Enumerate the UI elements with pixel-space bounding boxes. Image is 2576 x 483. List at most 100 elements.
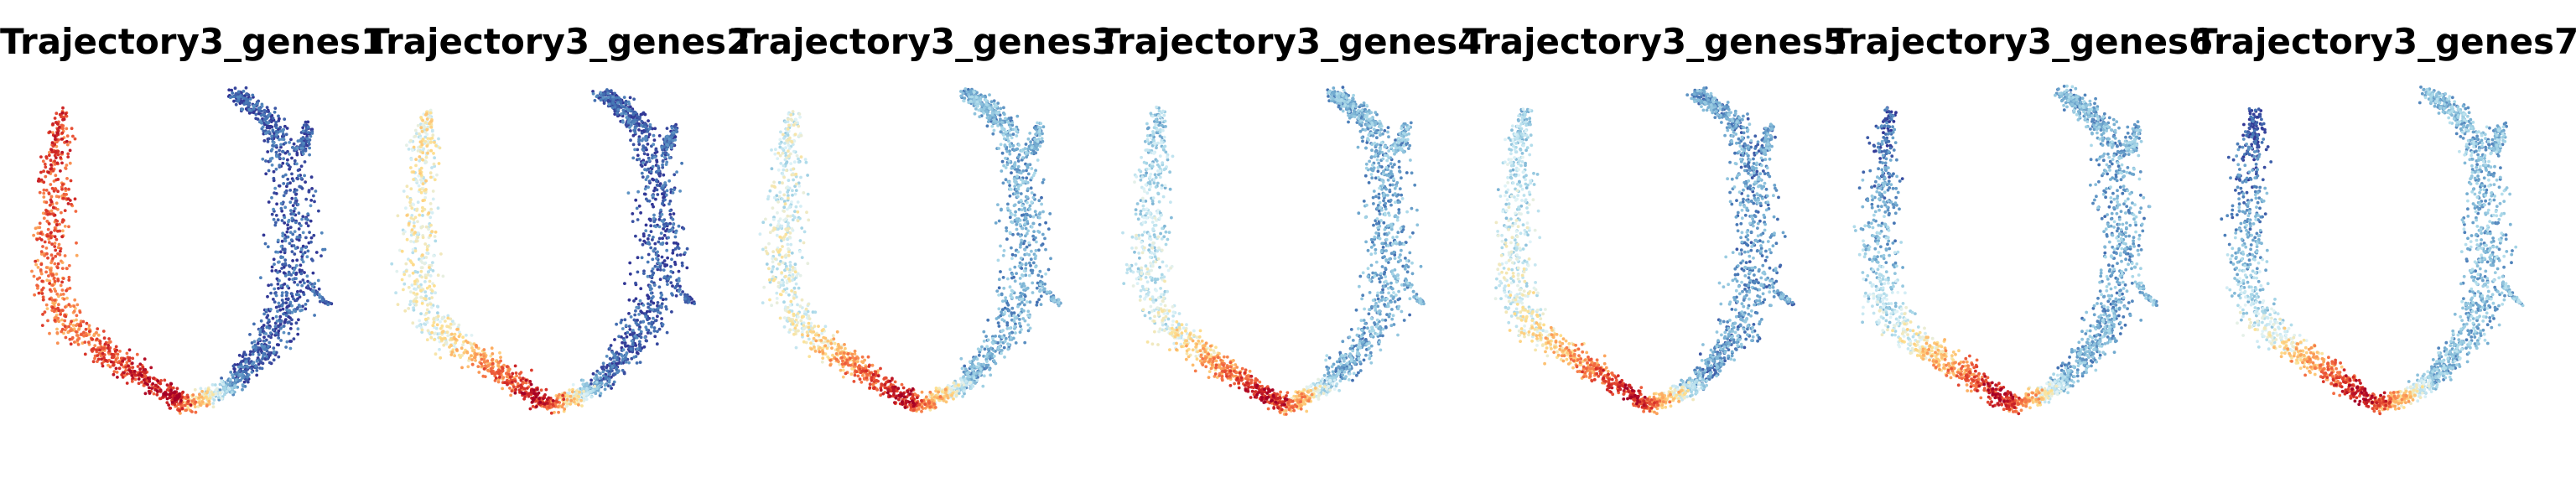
data-point [242,96,245,100]
data-point [589,382,593,386]
data-point [49,200,54,204]
data-point [117,366,122,371]
data-point [631,156,636,160]
data-point [433,141,436,144]
data-point [290,219,294,223]
data-point [639,320,642,325]
data-point [565,397,569,402]
data-point [293,201,297,205]
data-point [267,114,271,118]
data-point [599,392,603,396]
data-point [53,117,57,120]
data-point [997,219,1001,223]
data-point [309,240,313,244]
data-point [101,330,106,333]
data-point [402,282,407,286]
data-point [1019,242,1022,247]
data-point [634,111,637,115]
data-point [460,366,464,370]
data-point [267,200,271,204]
data-point [64,314,68,319]
data-point [288,300,293,304]
data-point [303,174,306,178]
data-point [266,294,269,299]
data-point [48,130,52,134]
data-point [679,293,683,296]
data-point [474,359,477,362]
data-point [419,140,423,144]
data-point [60,111,65,115]
data-point [468,341,472,345]
data-point [253,343,257,347]
data-point [426,140,430,143]
data-point [83,352,87,356]
data-point [290,156,293,160]
data-point [244,101,248,105]
data-point [623,342,627,346]
data-point [55,219,60,223]
data-point [605,355,609,358]
data-point [623,282,626,285]
data-point [35,277,39,281]
data-point [95,337,99,341]
data-point [1038,211,1042,215]
data-point [594,392,598,396]
data-point [580,387,584,391]
data-point [264,159,267,163]
data-point [662,145,667,148]
data-point [184,396,187,399]
data-point [54,254,58,258]
data-point [645,160,648,164]
data-point [654,225,658,229]
data-point [984,95,988,99]
data-point [635,351,639,355]
data-point [991,132,995,136]
data-point [1023,216,1027,220]
data-point [421,199,425,203]
data-point [999,106,1003,111]
data-point [286,182,289,186]
data-point [524,381,528,385]
data-point [269,283,273,287]
data-point [662,268,666,272]
data-point [403,309,408,313]
data-point [43,254,46,257]
data-point [608,362,611,366]
data-point [311,271,315,275]
data-point [621,348,626,351]
data-point [657,236,662,241]
data-point [301,304,304,309]
data-point [1043,282,1046,286]
scatter-plot [30,86,334,415]
data-point [244,361,247,364]
data-point [436,206,440,210]
data-point [564,404,569,408]
data-point [57,195,61,199]
data-point [606,96,610,99]
data-point [62,331,65,335]
data-point [63,254,67,257]
data-point [505,375,509,379]
data-point [266,150,270,153]
data-point [413,134,418,138]
data-point [430,296,434,299]
data-point [110,352,114,356]
data-point [78,310,82,314]
data-point [50,242,54,247]
data-point [628,261,632,265]
data-point [130,361,134,366]
data-point [400,278,404,282]
data-point [1000,159,1005,164]
data-point [1000,349,1004,352]
data-point [247,373,251,377]
data-point [599,376,603,380]
data-point [173,391,177,395]
data-point [1043,236,1046,241]
data-point [480,361,483,366]
data-point [127,364,131,368]
data-point [639,163,643,167]
data-point [53,279,57,283]
data-point [589,389,592,393]
data-point [262,340,267,343]
data-point [647,132,652,137]
